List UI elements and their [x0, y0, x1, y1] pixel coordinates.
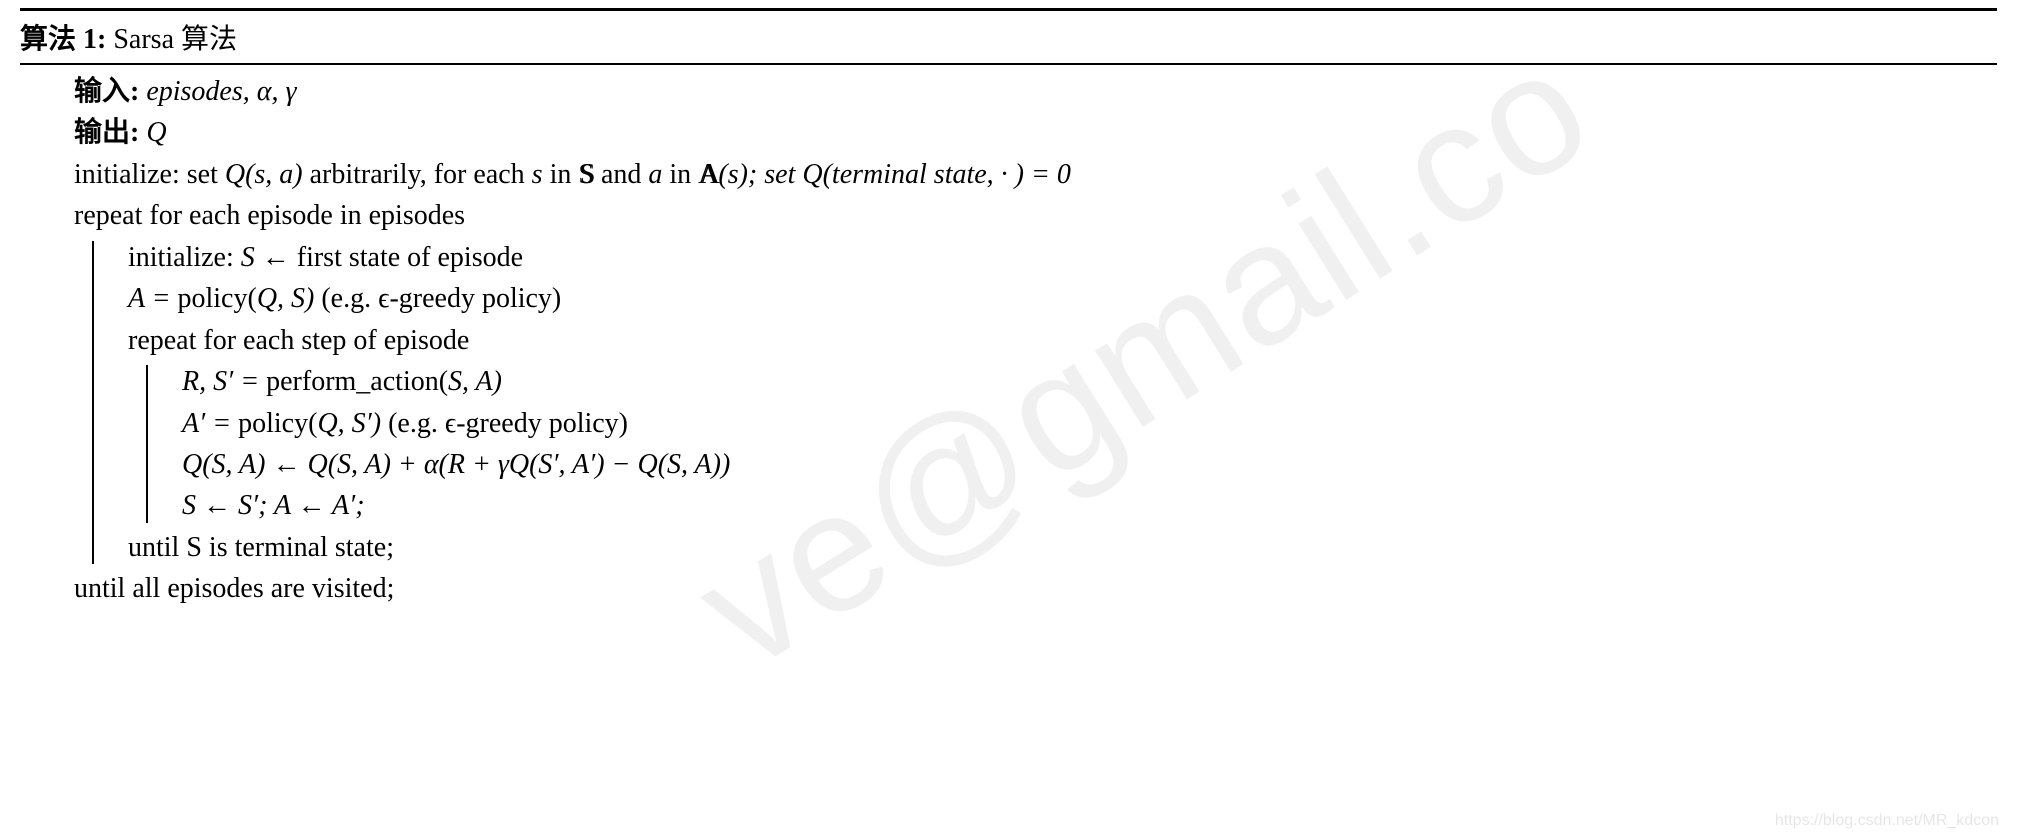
init-s-label: initialize: [128, 242, 241, 273]
aprime-policy-line: A′ = policy(Q, S′) (e.g. ϵ-greedy policy… [182, 403, 1997, 444]
assign: S ← S′; A ← A′; [182, 490, 365, 521]
until-inner-line: until S is terminal state; [128, 527, 1997, 568]
algo-number: 1: [83, 24, 106, 55]
a-post: (e.g. ϵ-greedy policy) [314, 283, 561, 314]
init-s-line: initialize: S ← first state of episode [128, 237, 1997, 278]
init-q: Q(s, a) [225, 159, 303, 190]
double-struck-a: A [698, 154, 718, 195]
perf-args: S, A) [448, 366, 502, 397]
init-s: s [532, 159, 543, 190]
outer-loop-bar [92, 241, 94, 565]
input-value: episodes, α, γ [146, 76, 296, 107]
inner-loop-block: R, S′ = perform_action(S, A) A′ = policy… [128, 361, 1997, 527]
aprime-args: Q, S′) [317, 408, 381, 439]
q-update-line: Q(S, A) ← Q(S, A) + α(R + γQ(S′, A′) − Q… [182, 444, 1997, 485]
input-label: 输入: [74, 76, 139, 107]
init-mid: arbitrarily, for each [303, 159, 532, 190]
a-policy: policy( [178, 283, 257, 314]
aprime-policy: policy( [238, 408, 317, 439]
perf-pre: R, S′ = [182, 366, 266, 397]
init-qterm: Q(terminal state, · ) = 0 [802, 159, 1071, 190]
repeat-outer-text: repeat for each episode in episodes [74, 200, 465, 231]
until-outer-line: until all episodes are visited; [74, 568, 1997, 609]
footer-watermark: https://blog.csdn.net/MR_kdcon [1775, 812, 1999, 830]
input-line: 输入: episodes, α, γ [74, 71, 1997, 112]
algorithm-header: 算法 1: Sarsa 算法 [20, 11, 1997, 63]
outer-loop-block: initialize: S ← first state of episode A… [74, 237, 1997, 569]
algorithm-body: 输入: episodes, α, γ 输出: Q initialize: set… [20, 65, 1997, 610]
aprime-pre: A′ = [182, 408, 238, 439]
initialize-line: initialize: set Q(s, a) arbitrarily, for… [74, 154, 1997, 195]
init-and: and [594, 159, 648, 190]
init-s-expr: S ← [241, 242, 297, 273]
double-struck-s: S [578, 154, 594, 195]
algo-name: Sarsa 算法 [113, 24, 237, 55]
init-a: a [648, 159, 662, 190]
aprime-post: (e.g. ϵ-greedy policy) [381, 408, 628, 439]
repeat-inner-text: repeat for each step of episode [128, 325, 469, 356]
a-args: Q, S) [257, 283, 315, 314]
init-in2: in [662, 159, 698, 190]
assign-line: S ← S′; A ← A′; [182, 485, 1997, 526]
init-s-rest: first state of episode [297, 242, 523, 273]
inner-loop-bar [146, 365, 148, 523]
until-outer: until all episodes are visited; [74, 573, 394, 604]
until-inner: until S is terminal state; [128, 532, 394, 563]
init-As: (s); set [718, 159, 802, 190]
repeat-outer-line: repeat for each episode in episodes [74, 195, 1997, 236]
repeat-inner-line: repeat for each step of episode [128, 320, 1997, 361]
a-policy-line: A = policy(Q, S) (e.g. ϵ-greedy policy) [128, 278, 1997, 319]
algorithm-container: 算法 1: Sarsa 算法 输入: episodes, α, γ 输出: Q … [0, 0, 2017, 618]
init-in1: in [543, 159, 579, 190]
algo-label: 算法 [20, 24, 76, 55]
a-pre: A = [128, 283, 178, 314]
output-label: 输出: [74, 117, 139, 148]
output-line: 输出: Q [74, 112, 1997, 153]
q-update: Q(S, A) ← Q(S, A) + α(R + γQ(S′, A′) − Q… [182, 449, 730, 480]
output-value: Q [146, 117, 166, 148]
init-prefix: initialize: set [74, 159, 225, 190]
perform-action-line: R, S′ = perform_action(S, A) [182, 361, 1997, 402]
perf-fn: perform_action( [266, 366, 448, 397]
